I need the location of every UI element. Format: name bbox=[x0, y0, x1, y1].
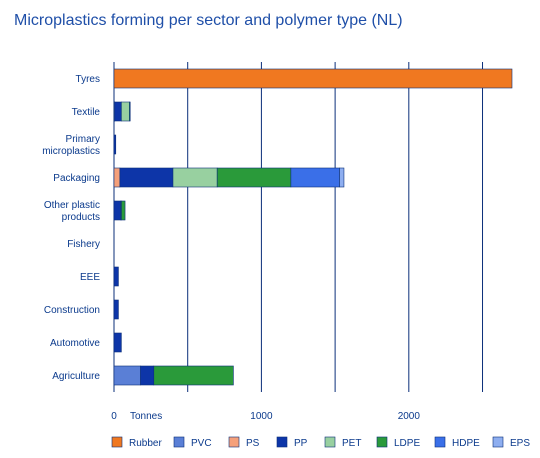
legend-label: PVC bbox=[191, 438, 212, 449]
category-label: Agriculture bbox=[52, 371, 100, 382]
legend-label: LDPE bbox=[394, 438, 420, 449]
bar-segment-pp bbox=[113, 332, 122, 353]
bar-segment-eps bbox=[339, 167, 345, 188]
bar-segment-hdpe bbox=[290, 167, 340, 188]
bar-segment-ldpe bbox=[129, 101, 131, 122]
bar-segment-rubber bbox=[113, 68, 513, 89]
legend-label: PET bbox=[342, 438, 361, 449]
legend-swatch bbox=[376, 436, 388, 448]
legend-label: PP bbox=[294, 438, 308, 449]
category-label: Primary bbox=[66, 134, 100, 145]
bar-segment-ldpe bbox=[153, 365, 234, 386]
bar-segment-ldpe bbox=[216, 167, 292, 188]
x-tick-label: 1000 bbox=[250, 411, 273, 422]
category-label: products bbox=[62, 212, 100, 223]
x-tick-label: 2000 bbox=[398, 411, 421, 422]
bar-segment-pp bbox=[113, 299, 119, 320]
x-tick-label: 0 bbox=[111, 411, 117, 422]
bar-segment-pet bbox=[121, 101, 130, 122]
bar-segment-pp bbox=[113, 200, 121, 221]
legend-label: EPS bbox=[510, 438, 530, 449]
bar-segment-pet bbox=[172, 167, 218, 188]
category-label: Construction bbox=[44, 305, 100, 316]
category-label: Fishery bbox=[67, 239, 100, 250]
legend-swatch bbox=[173, 436, 185, 448]
category-label: microplastics bbox=[42, 146, 100, 157]
category-label: Textile bbox=[72, 107, 101, 118]
category-label: Packaging bbox=[53, 173, 100, 184]
category-label: Automotive bbox=[50, 338, 100, 349]
bar-segment-pp bbox=[119, 167, 174, 188]
category-label: Tyres bbox=[76, 74, 100, 85]
legend-label: PS bbox=[246, 438, 260, 449]
bar-segment-ps bbox=[113, 167, 121, 188]
bar-segment-pp bbox=[113, 134, 117, 155]
category-label: Other plastic bbox=[44, 200, 100, 211]
bar-segment-pp bbox=[140, 365, 155, 386]
legend-swatch bbox=[228, 436, 240, 448]
bar-segment-ldpe bbox=[121, 200, 126, 221]
category-label: EEE bbox=[80, 272, 100, 283]
bar-segment-pp bbox=[114, 101, 122, 122]
legend-swatch bbox=[492, 436, 504, 448]
bar-segment-pvc bbox=[113, 365, 141, 386]
x-axis-label: Tonnes bbox=[130, 411, 162, 422]
legend-swatch bbox=[276, 436, 288, 448]
legend-swatch bbox=[111, 436, 123, 448]
legend-swatch bbox=[434, 436, 446, 448]
chart-title: Microplastics forming per sector and pol… bbox=[14, 12, 403, 29]
legend-swatch bbox=[324, 436, 336, 448]
bar-segment-pp bbox=[113, 266, 119, 287]
legend-label: HDPE bbox=[452, 438, 480, 449]
legend-label: Rubber bbox=[129, 438, 162, 449]
